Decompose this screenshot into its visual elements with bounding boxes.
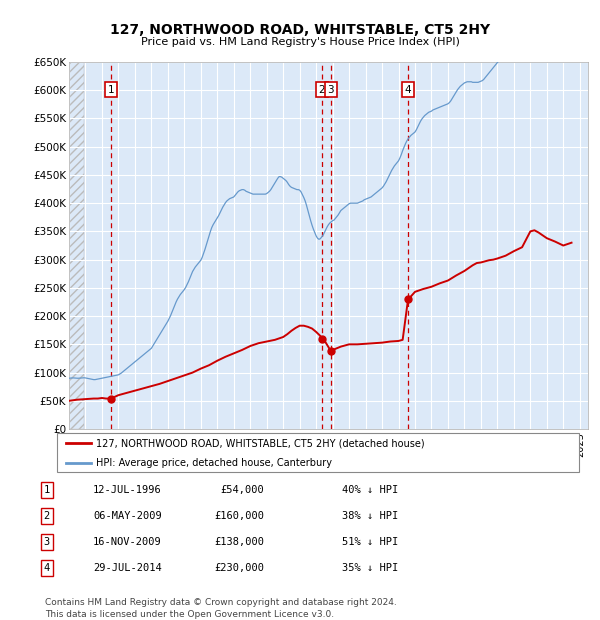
Text: 127, NORTHWOOD ROAD, WHITSTABLE, CT5 2HY (detached house): 127, NORTHWOOD ROAD, WHITSTABLE, CT5 2HY… [96,438,425,448]
Text: 40% ↓ HPI: 40% ↓ HPI [342,485,398,495]
Text: 3: 3 [44,537,50,547]
Text: 1: 1 [44,485,50,495]
Text: 2: 2 [44,511,50,521]
Text: 2: 2 [319,84,325,94]
Text: 29-JUL-2014: 29-JUL-2014 [93,563,162,573]
Text: £138,000: £138,000 [214,537,264,547]
Text: 06-MAY-2009: 06-MAY-2009 [93,511,162,521]
Text: £230,000: £230,000 [214,563,264,573]
Text: £160,000: £160,000 [214,511,264,521]
Text: 3: 3 [328,84,334,94]
Text: 4: 4 [44,563,50,573]
Text: 4: 4 [405,84,412,94]
Text: 127, NORTHWOOD ROAD, WHITSTABLE, CT5 2HY: 127, NORTHWOOD ROAD, WHITSTABLE, CT5 2HY [110,23,490,37]
Text: HPI: Average price, detached house, Canterbury: HPI: Average price, detached house, Cant… [96,458,332,468]
Text: 35% ↓ HPI: 35% ↓ HPI [342,563,398,573]
Text: 12-JUL-1996: 12-JUL-1996 [93,485,162,495]
Text: 51% ↓ HPI: 51% ↓ HPI [342,537,398,547]
Text: Price paid vs. HM Land Registry's House Price Index (HPI): Price paid vs. HM Land Registry's House … [140,37,460,47]
FancyBboxPatch shape [57,433,579,472]
Text: 16-NOV-2009: 16-NOV-2009 [93,537,162,547]
Text: £54,000: £54,000 [220,485,264,495]
Bar [69,62,84,429]
Text: 38% ↓ HPI: 38% ↓ HPI [342,511,398,521]
Text: Contains HM Land Registry data © Crown copyright and database right 2024.
This d: Contains HM Land Registry data © Crown c… [45,598,397,619]
Text: 1: 1 [107,84,114,94]
